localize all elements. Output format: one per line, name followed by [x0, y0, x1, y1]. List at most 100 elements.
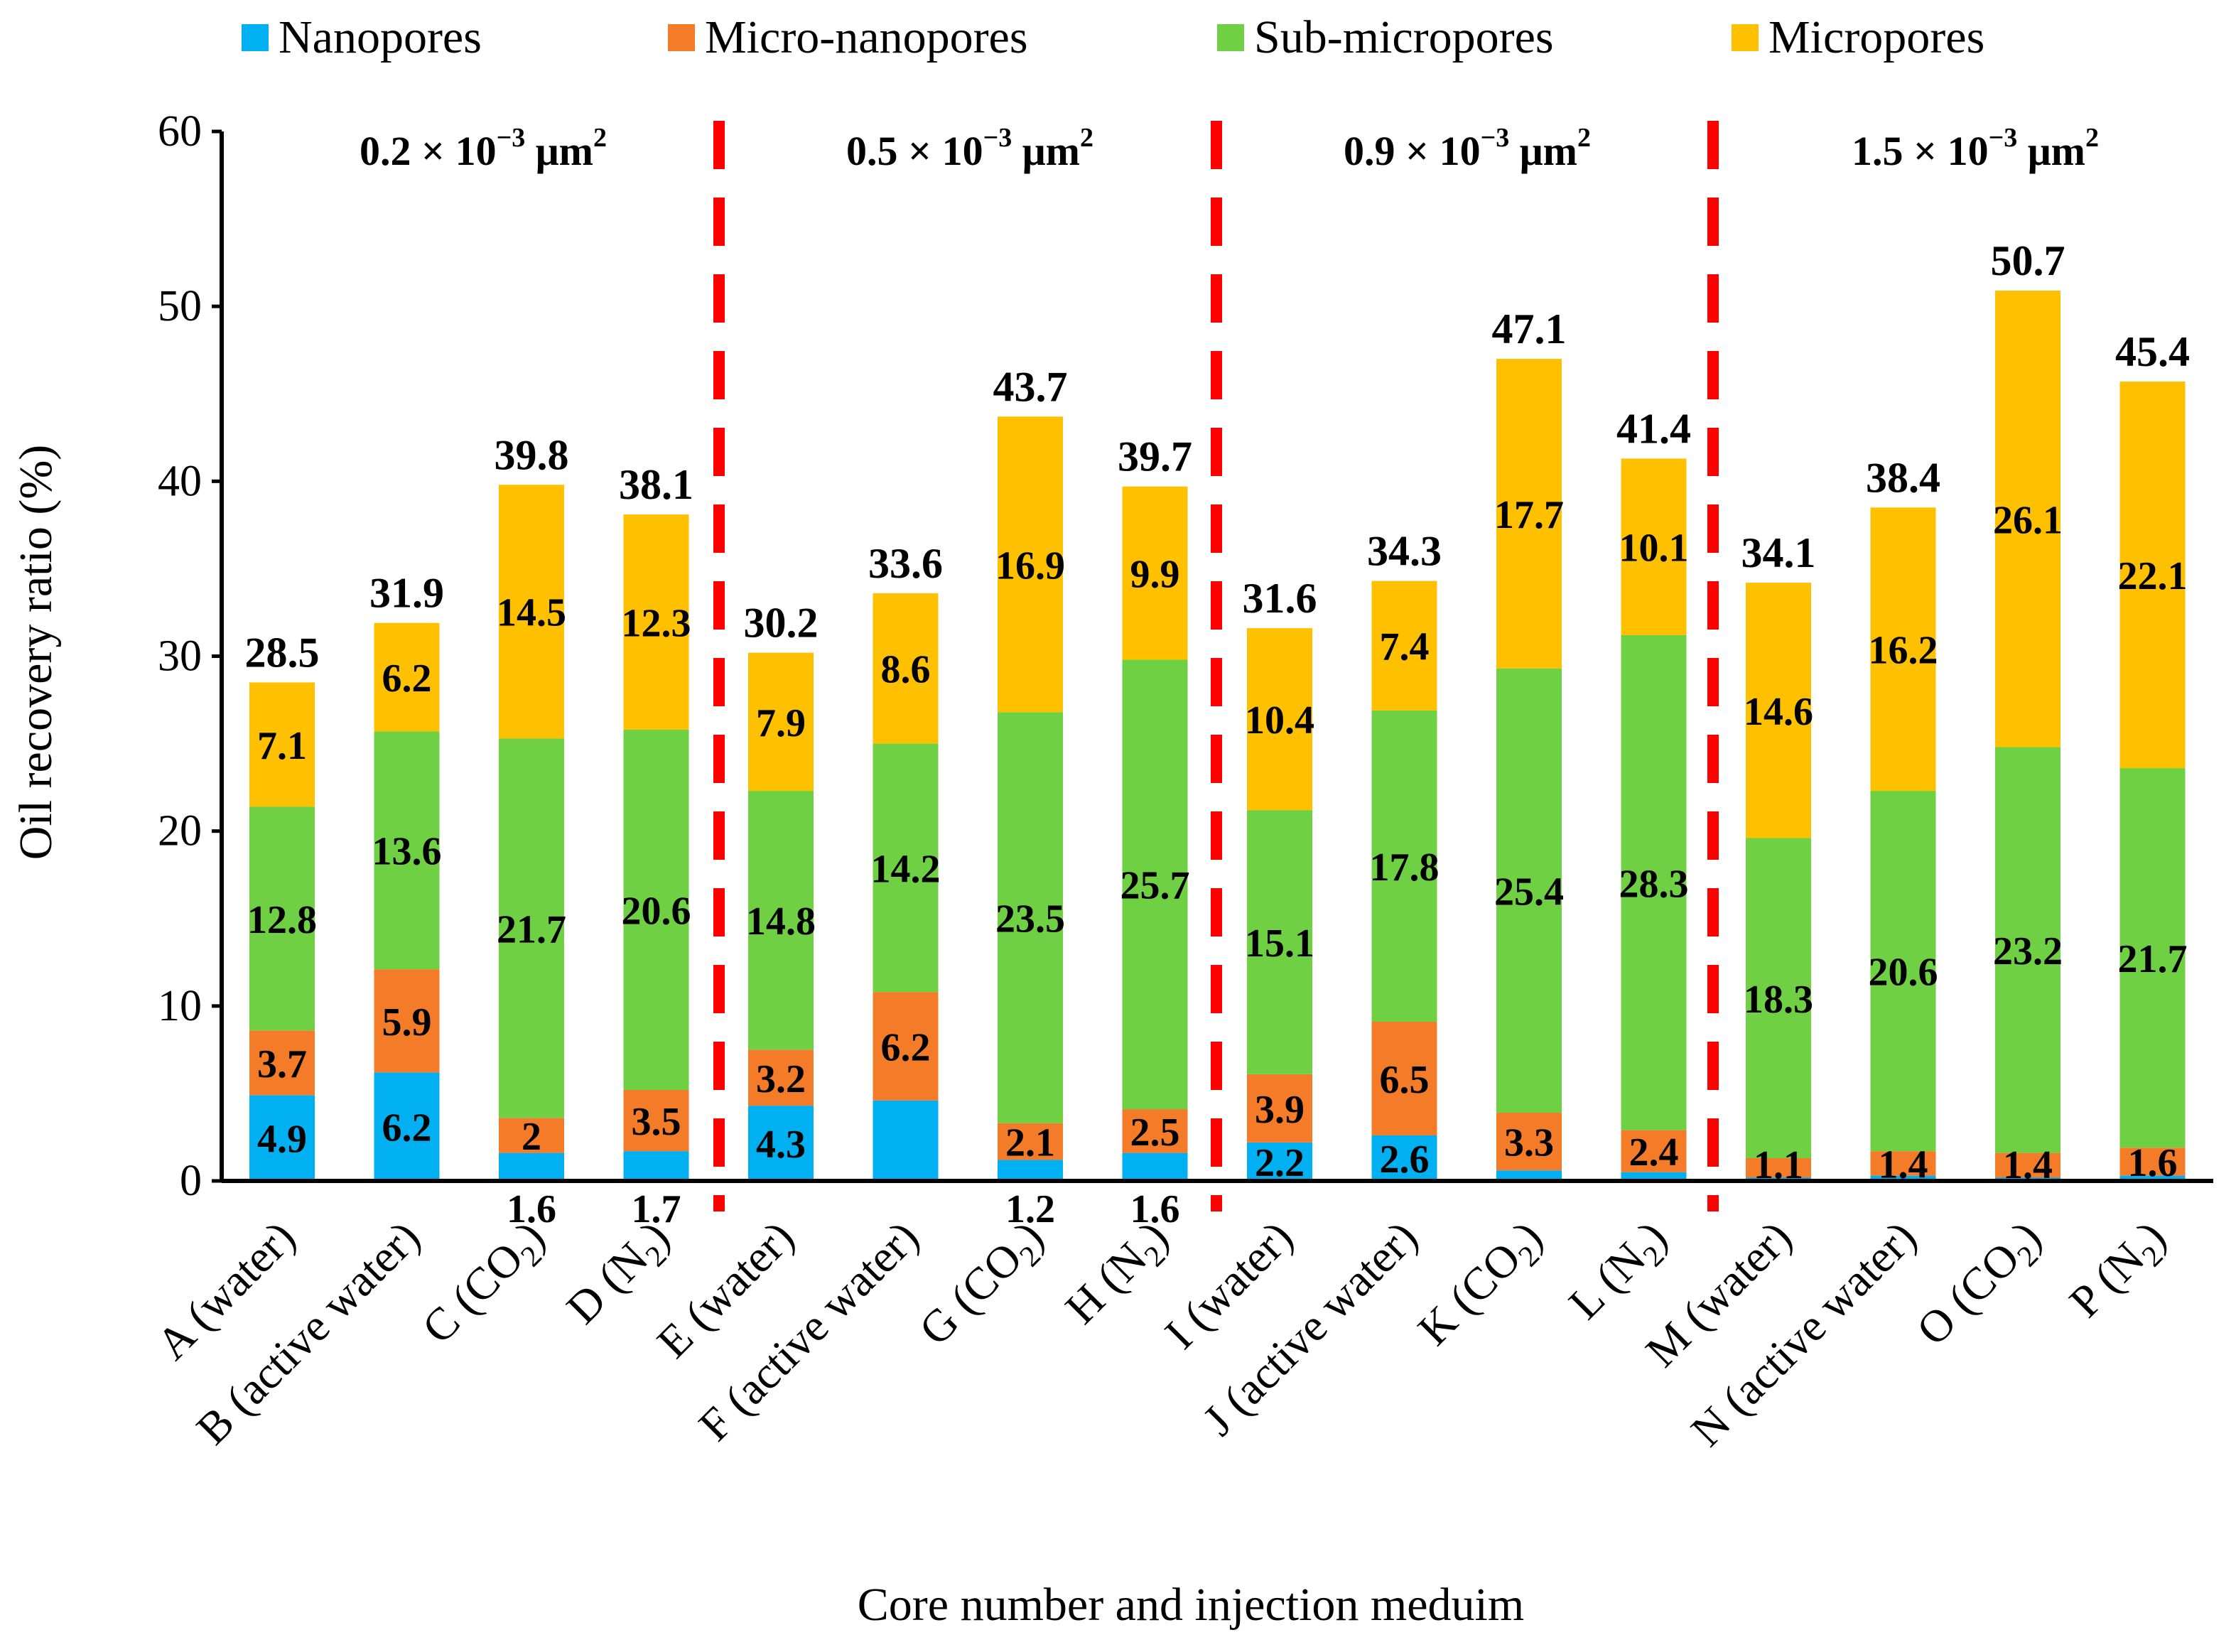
bar-3-12: [1746, 583, 1811, 838]
label-micronanopores-12: 1.1: [1754, 1143, 1803, 1187]
label-total-1: 31.9: [369, 570, 444, 617]
label-micronanopores-13: 1.4: [1879, 1143, 1928, 1187]
y-tick-label-2: 20: [158, 807, 202, 855]
bar-2-14: [1995, 747, 2061, 1153]
label-nanopores-2: 1.6: [507, 1187, 556, 1231]
y-tick-label-0: 0: [180, 1157, 202, 1205]
bar-1-2: [499, 1118, 564, 1153]
group-label-2: 0.9 × 10−3 μm2: [1344, 123, 1591, 174]
label-total-8: 31.6: [1243, 575, 1317, 622]
label-submicropores-3: 20.6: [622, 889, 691, 933]
bar-0-1: [374, 1072, 440, 1181]
label-nanopores-9: 2.6: [1380, 1138, 1430, 1182]
label-micropores-7: 9.9: [1130, 553, 1180, 597]
bar-3-2: [499, 485, 564, 739]
y-tick-label-5: 50: [158, 282, 202, 330]
label-micronanopores-4: 3.2: [756, 1057, 806, 1101]
label-micronanopores-14: 1.4: [2003, 1143, 2053, 1187]
bar-3-7: [1122, 486, 1188, 660]
bar-0-7: [1122, 1152, 1188, 1181]
bar-2-7: [1122, 659, 1188, 1110]
x-tick-label-1: B (active water): [187, 1211, 430, 1454]
group-label-0: 0.2 × 10−3 μm2: [360, 123, 607, 174]
label-micropores-15: 22.1: [2118, 554, 2188, 598]
label-nanopores-4: 4.3: [756, 1123, 806, 1167]
bar-2-6: [998, 712, 1063, 1123]
x-tick-label-5: F (active water): [689, 1211, 929, 1451]
bar-1-5: [873, 992, 939, 1101]
legend-label-3: Micropores: [1768, 11, 1984, 63]
label-total-9: 34.3: [1367, 528, 1442, 575]
bar-2-11: [1621, 635, 1687, 1130]
label-micronanopores-11: 2.4: [1629, 1130, 1679, 1175]
bar-0-3: [623, 1151, 689, 1181]
label-total-10: 47.1: [1492, 306, 1567, 352]
label-micropores-6: 16.9: [995, 544, 1065, 588]
bar-3-5: [873, 593, 939, 744]
label-submicropores-5: 14.2: [871, 847, 941, 891]
x-tick-label-14: O (CO2): [1907, 1211, 2056, 1360]
bar-1-8: [1247, 1074, 1312, 1143]
bar-3-13: [1870, 507, 1936, 792]
bar-0-15: [2119, 1175, 2186, 1181]
label-micronanopores-1: 5.9: [382, 1000, 432, 1044]
bar-2-12: [1746, 838, 1811, 1158]
y-axis-title: Oil recovery ratio (%): [10, 445, 62, 860]
label-micronanopores-6: 2.1: [1005, 1121, 1055, 1165]
bar-0-11: [1621, 1172, 1687, 1181]
bar-1-15: [2119, 1148, 2186, 1176]
label-total-11: 41.4: [1616, 405, 1691, 452]
label-micronanopores-9: 6.5: [1380, 1058, 1430, 1102]
label-micropores-4: 7.9: [756, 701, 806, 745]
bar-0-9: [1371, 1135, 1437, 1181]
group-label-1: 0.5 × 10−3 μm2: [846, 123, 1093, 174]
label-submicropores-4: 14.8: [746, 900, 816, 944]
label-submicropores-2: 21.7: [497, 907, 566, 951]
legend-swatch-0: [242, 24, 269, 51]
label-micronanopores-2: 2: [522, 1115, 541, 1159]
label-total-0: 28.5: [245, 629, 320, 676]
legend-swatch-1: [668, 24, 695, 51]
bar-2-0: [249, 806, 315, 1031]
bar-0-4: [748, 1106, 814, 1181]
bars: [249, 291, 2186, 1181]
bar-2-5: [873, 743, 939, 993]
group-label-3: 1.5 × 10−3 μm2: [1852, 123, 2099, 174]
label-submicropores-13: 20.6: [1869, 951, 1938, 995]
label-submicropores-8: 15.1: [1245, 922, 1314, 966]
label-micropores-11: 10.1: [1619, 527, 1689, 571]
y-tick-label-6: 60: [158, 107, 202, 156]
label-total-2: 39.8: [495, 431, 569, 478]
bar-1-4: [748, 1049, 814, 1106]
bar-3-3: [623, 514, 689, 730]
x-tick-label-9: J (active water): [1193, 1211, 1427, 1445]
legend-label-0: Nanopores: [279, 11, 482, 63]
label-micropores-2: 14.5: [497, 591, 566, 635]
bar-2-15: [2119, 768, 2186, 1148]
bar-1-3: [623, 1089, 689, 1152]
bar-3-10: [1496, 359, 1562, 669]
data-labels: 4.9 3.7 12.8 7.1 28.5 6.2 5.9 13.6 6.2 31.9 1.6 2 21…: [245, 123, 2191, 1231]
label-nanopores-0: 4.9: [257, 1118, 307, 1162]
label-total-5: 33.6: [868, 540, 943, 587]
label-micropores-13: 16.2: [1869, 629, 1938, 673]
bar-1-0: [249, 1030, 315, 1096]
bar-2-8: [1247, 810, 1312, 1074]
x-tick-label-6: G (CO2): [909, 1211, 1058, 1360]
x-tick-label-15: P (N2): [2060, 1211, 2181, 1332]
label-micropores-0: 7.1: [257, 724, 307, 768]
bar-0-6: [998, 1160, 1063, 1181]
legend: Nanopores Micro-nanopores Sub-micropores Mi…: [242, 11, 1984, 63]
x-tick-label-2: C (CO2): [412, 1211, 559, 1359]
label-submicropores-14: 23.2: [1993, 929, 2063, 973]
bar-2-2: [499, 738, 564, 1118]
bar-0-10: [1496, 1170, 1562, 1181]
legend-swatch-3: [1732, 24, 1759, 51]
bar-1-9: [1371, 1021, 1437, 1135]
label-micronanopores-5: 6.2: [881, 1025, 931, 1069]
bar-2-10: [1496, 668, 1562, 1113]
y-tick-label-3: 30: [158, 632, 202, 681]
label-submicropores-10: 25.4: [1494, 870, 1564, 914]
label-micropores-3: 12.3: [622, 601, 691, 645]
